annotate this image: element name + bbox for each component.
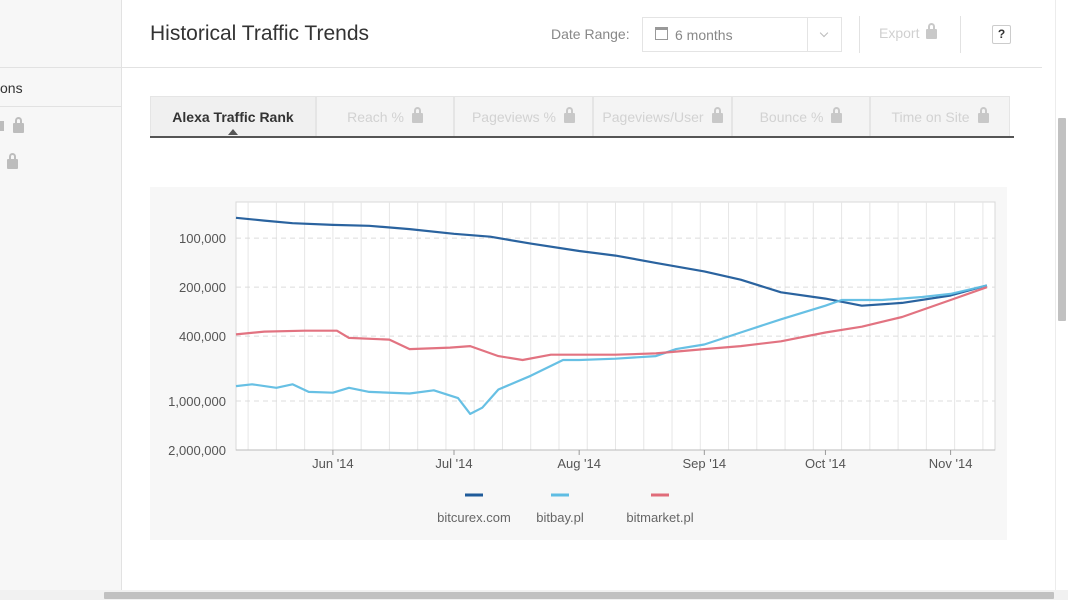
date-range-label: Date Range: [551, 26, 630, 42]
page-title: Historical Traffic Trends [150, 22, 370, 45]
divider [859, 16, 860, 53]
divider [960, 16, 961, 53]
x-tick-label: Oct '14 [805, 456, 846, 471]
lock-icon [411, 107, 423, 123]
lock-icon [977, 107, 989, 123]
scrollbar-thumb[interactable] [104, 592, 1054, 599]
lock-icon [711, 107, 723, 123]
tab-time-on-site[interactable]: Time on Site [870, 96, 1010, 136]
series-line-bitmarket-pl [235, 286, 988, 362]
series-line-bitbay-pl [235, 284, 988, 415]
y-tick-label: 400,000 [179, 329, 226, 344]
y-tick-label: 100,000 [179, 231, 226, 246]
x-tick-label: Aug '14 [557, 456, 601, 471]
x-tick-label: Jun '14 [312, 456, 354, 471]
y-tick-label: 1,000,000 [168, 394, 226, 409]
scrollbar-thumb[interactable] [1058, 118, 1066, 321]
sidebar-section-label: ons [0, 80, 23, 96]
tab-label: Pageviews % [471, 109, 557, 125]
lock-icon [564, 107, 576, 123]
tab-label: Reach % [347, 109, 404, 125]
vertical-scrollbar[interactable] [1055, 0, 1068, 592]
export-button[interactable]: Export [879, 23, 938, 41]
lock-icon [13, 117, 24, 133]
export-label: Export [879, 25, 920, 41]
sidebar-locked-item-fragment [0, 121, 4, 131]
lock-icon [7, 153, 18, 169]
tab-pageviews[interactable]: Pageviews % [454, 96, 593, 136]
tab-label: Time on Site [891, 109, 970, 125]
date-range-select[interactable]: 6 months [642, 17, 842, 52]
sidebar-header [0, 0, 121, 68]
legend-label: bitmarket.pl [626, 510, 693, 525]
sidebar-divider [0, 106, 122, 107]
legend-label: bitbay.pl [536, 510, 584, 525]
date-range-value: 6 months [675, 27, 733, 43]
metric-tabs: Alexa Traffic Rank Reach % Pageviews % P… [150, 96, 1014, 138]
x-tick-label: Jul '14 [435, 456, 472, 471]
tab-bounce[interactable]: Bounce % [732, 96, 870, 136]
traffic-rank-chart: 100,000 200,000 400,000 1,000,000 2,000,000 J… [150, 187, 1007, 540]
x-tick-label: Sep '14 [682, 456, 726, 471]
help-button[interactable]: ? [992, 25, 1011, 44]
tab-label: Alexa Traffic Rank [172, 109, 294, 125]
legend-label: bitcurex.com [437, 510, 511, 525]
horizontal-scrollbar[interactable] [0, 590, 1068, 600]
series-line-bitcurex-com [235, 216, 988, 307]
calendar-icon [655, 27, 668, 40]
x-tick-label: Nov '14 [929, 456, 973, 471]
active-tab-pointer [228, 129, 238, 135]
lock-icon [926, 23, 938, 39]
y-tick-label: 200,000 [179, 280, 226, 295]
chevron-down-icon[interactable] [807, 18, 841, 51]
tab-pageviews-per-user[interactable]: Pageviews/User [593, 96, 732, 136]
lock-icon [831, 107, 843, 123]
tab-reach[interactable]: Reach % [316, 96, 454, 136]
y-tick-label: 2,000,000 [168, 443, 226, 458]
tab-label: Pageviews/User [602, 109, 704, 125]
tab-label: Bounce % [759, 109, 824, 125]
panel-header: Historical Traffic Trends Date Range: 6 … [122, 0, 1042, 68]
chart-svg: 100,000 200,000 400,000 1,000,000 2,000,000 J… [168, 201, 996, 525]
left-sidebar: ons [0, 0, 122, 592]
